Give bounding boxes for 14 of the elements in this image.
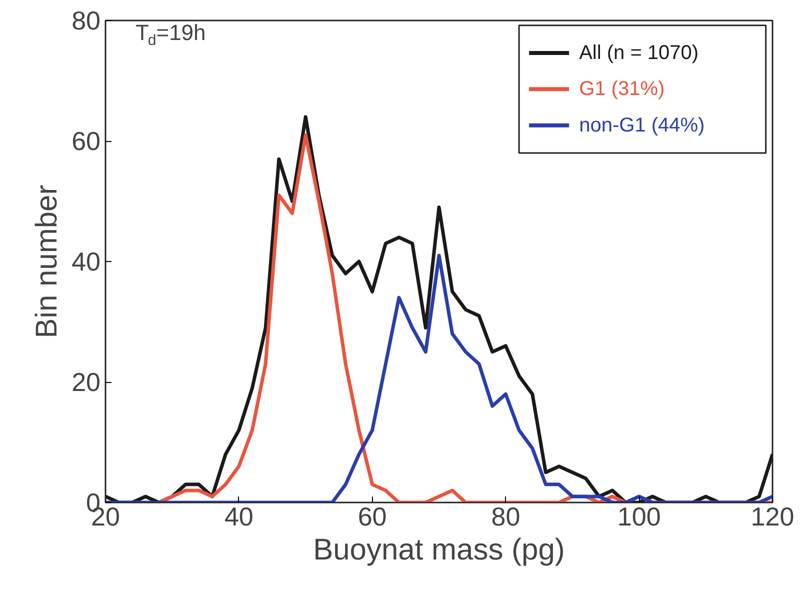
legend-label: non-G1 (44%) (579, 114, 705, 136)
legend-label: G1 (31%) (579, 78, 665, 100)
y-tick-label: 20 (72, 367, 100, 397)
x-tick-label: 40 (224, 502, 254, 532)
y-tick-label: 80 (72, 6, 100, 36)
y-tick-label: 60 (72, 126, 100, 156)
y-tick-label: 40 (72, 246, 100, 276)
y-axis-title: Bin number (30, 184, 64, 338)
legend-label: All (n = 1070) (579, 42, 699, 64)
x-tick-label: 80 (491, 502, 520, 532)
x-tick-label: 100 (617, 502, 661, 532)
x-tick-label: 60 (358, 502, 387, 532)
x-axis-title: Buoynat mass (pg) (313, 534, 565, 566)
x-tick-label: 120 (750, 502, 794, 532)
